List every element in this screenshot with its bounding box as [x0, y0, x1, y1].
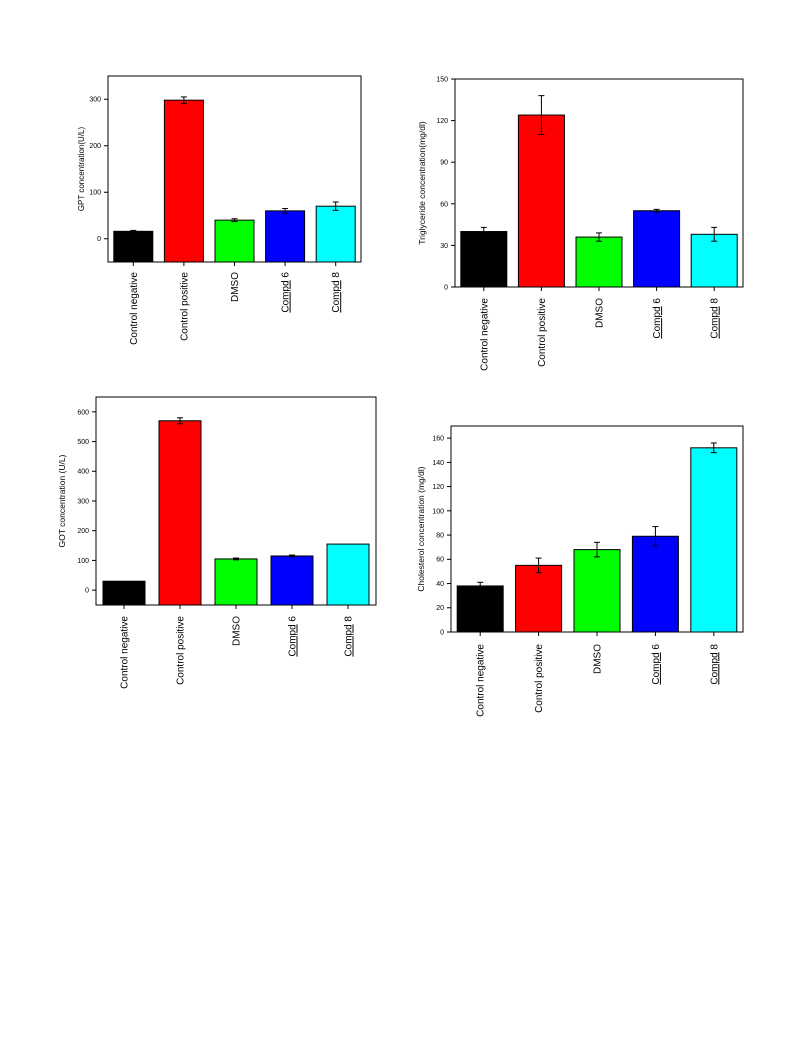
- bar: [326, 543, 370, 606]
- x-tick-label: Compd 6: [288, 616, 299, 657]
- y-tick-label: 120: [432, 484, 444, 491]
- bar: [633, 210, 681, 288]
- y-tick-label: 500: [77, 439, 89, 446]
- y-tick-label: 300: [77, 498, 89, 505]
- y-tick-label: 600: [77, 409, 89, 416]
- x-tick-label: Control positive: [534, 644, 545, 713]
- y-axis-label: GPT concentration(U/L): [77, 127, 86, 212]
- y-tick-label: 100: [77, 558, 89, 565]
- y-tick-label: 0: [444, 284, 448, 291]
- y-tick-label: 60: [436, 557, 444, 564]
- y-tick-label: 160: [432, 436, 444, 443]
- bar: [631, 535, 679, 633]
- x-tick-label: Compd 6: [281, 272, 292, 313]
- chart-tg: 0 30 60 90 120 150 Triglyceride concentration(…: [417, 76, 744, 371]
- y-tick-label: 200: [89, 143, 101, 150]
- y-tick-label: 100: [432, 508, 444, 515]
- bar: [113, 230, 154, 263]
- x-tick-label: Control positive: [176, 616, 187, 685]
- bar: [270, 555, 314, 606]
- x-tick-label: DMSO: [595, 298, 606, 328]
- y-tick-label: 40: [436, 581, 444, 588]
- x-tick-label: DMSO: [230, 272, 241, 302]
- bar: [575, 236, 623, 288]
- y-tick-label: 400: [77, 469, 89, 476]
- x-tick-label: DMSO: [593, 644, 604, 674]
- bar: [690, 233, 738, 288]
- x-tick-label: Compd 8: [331, 272, 342, 313]
- bar: [460, 231, 508, 288]
- x-tick-label: Control negative: [476, 644, 487, 717]
- bar: [515, 564, 563, 633]
- x-tick-label: Control negative: [129, 272, 140, 345]
- bar: [456, 585, 504, 633]
- x-tick-label: Compd 6: [652, 298, 663, 339]
- x-tick-label: Compd 8: [709, 644, 720, 685]
- y-tick-label: 60: [440, 201, 448, 208]
- y-tick-label: 100: [89, 190, 101, 197]
- bar: [158, 420, 202, 606]
- x-tick-label: DMSO: [232, 616, 243, 646]
- bar: [690, 447, 738, 633]
- y-axis-label: Cholesterol concentration (mg/dl): [416, 466, 426, 591]
- bar: [517, 114, 565, 288]
- bar: [315, 205, 356, 263]
- bar: [265, 210, 306, 263]
- y-tick-label: 300: [89, 97, 101, 104]
- chart-gpt: 0 100 200 300 GPT concentration(U/L) Control …: [77, 75, 362, 345]
- bar: [214, 219, 255, 263]
- y-axis-label: Triglyceride concentration(mg/dl): [417, 121, 427, 245]
- x-tick-label: Control negative: [120, 616, 131, 689]
- bar: [214, 558, 258, 606]
- y-tick-label: 150: [436, 76, 448, 83]
- y-axis-label: GOT concentration (U/L): [57, 454, 67, 547]
- x-tick-label: Compd 8: [710, 298, 721, 339]
- y-tick-label: 0: [440, 629, 444, 636]
- bar: [163, 99, 204, 263]
- y-tick-label: 120: [436, 118, 448, 125]
- bar: [573, 549, 621, 633]
- x-tick-label: Control positive: [537, 298, 548, 367]
- chart-chol: 0 20 40 60 80 100 120 140 160 Cholesterol concent…: [416, 425, 744, 717]
- chart-got: 0 100 200 300 400 500 600 GOT concentration (U/…: [57, 396, 377, 689]
- bar: [102, 580, 146, 606]
- x-tick-label: Compd 8: [344, 616, 355, 657]
- y-tick-label: 140: [432, 460, 444, 467]
- x-tick-label: Control positive: [179, 272, 190, 341]
- x-tick-label: Compd 6: [651, 644, 662, 685]
- y-tick-label: 200: [77, 528, 89, 535]
- x-tick-label: Control negative: [479, 298, 490, 371]
- y-tick-label: 90: [440, 160, 448, 167]
- y-tick-label: 80: [436, 533, 444, 540]
- y-tick-label: 0: [85, 588, 89, 595]
- y-tick-label: 20: [436, 605, 444, 612]
- y-tick-label: 0: [97, 236, 101, 243]
- y-tick-label: 30: [440, 243, 448, 250]
